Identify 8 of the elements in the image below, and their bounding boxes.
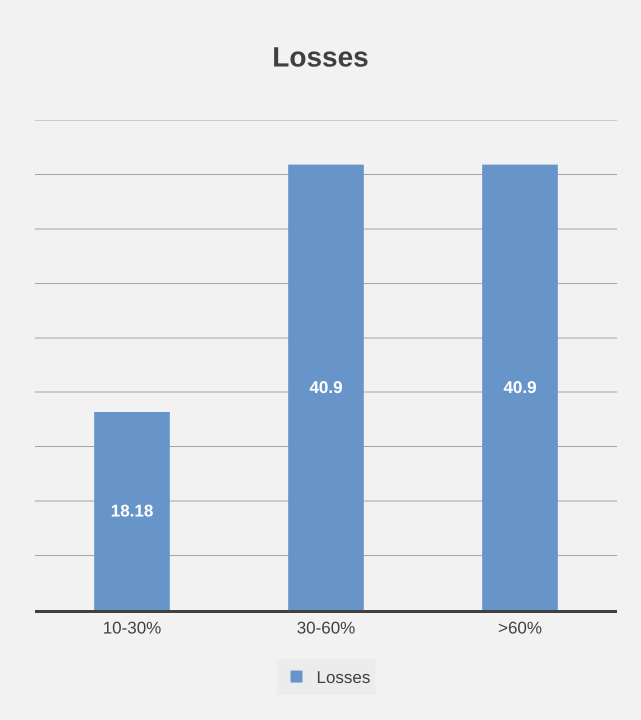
data-label: 40.9 [309,378,343,397]
x-tick-label: 30-60% [296,618,356,638]
x-tick-label: >60% [498,618,542,638]
data-label: 18.18 [110,502,154,521]
chart-title: Losses [272,41,369,72]
legend-label: Losses [316,668,370,688]
data-label: 40.9 [503,378,537,397]
x-tick-label: 10-30% [102,618,162,638]
